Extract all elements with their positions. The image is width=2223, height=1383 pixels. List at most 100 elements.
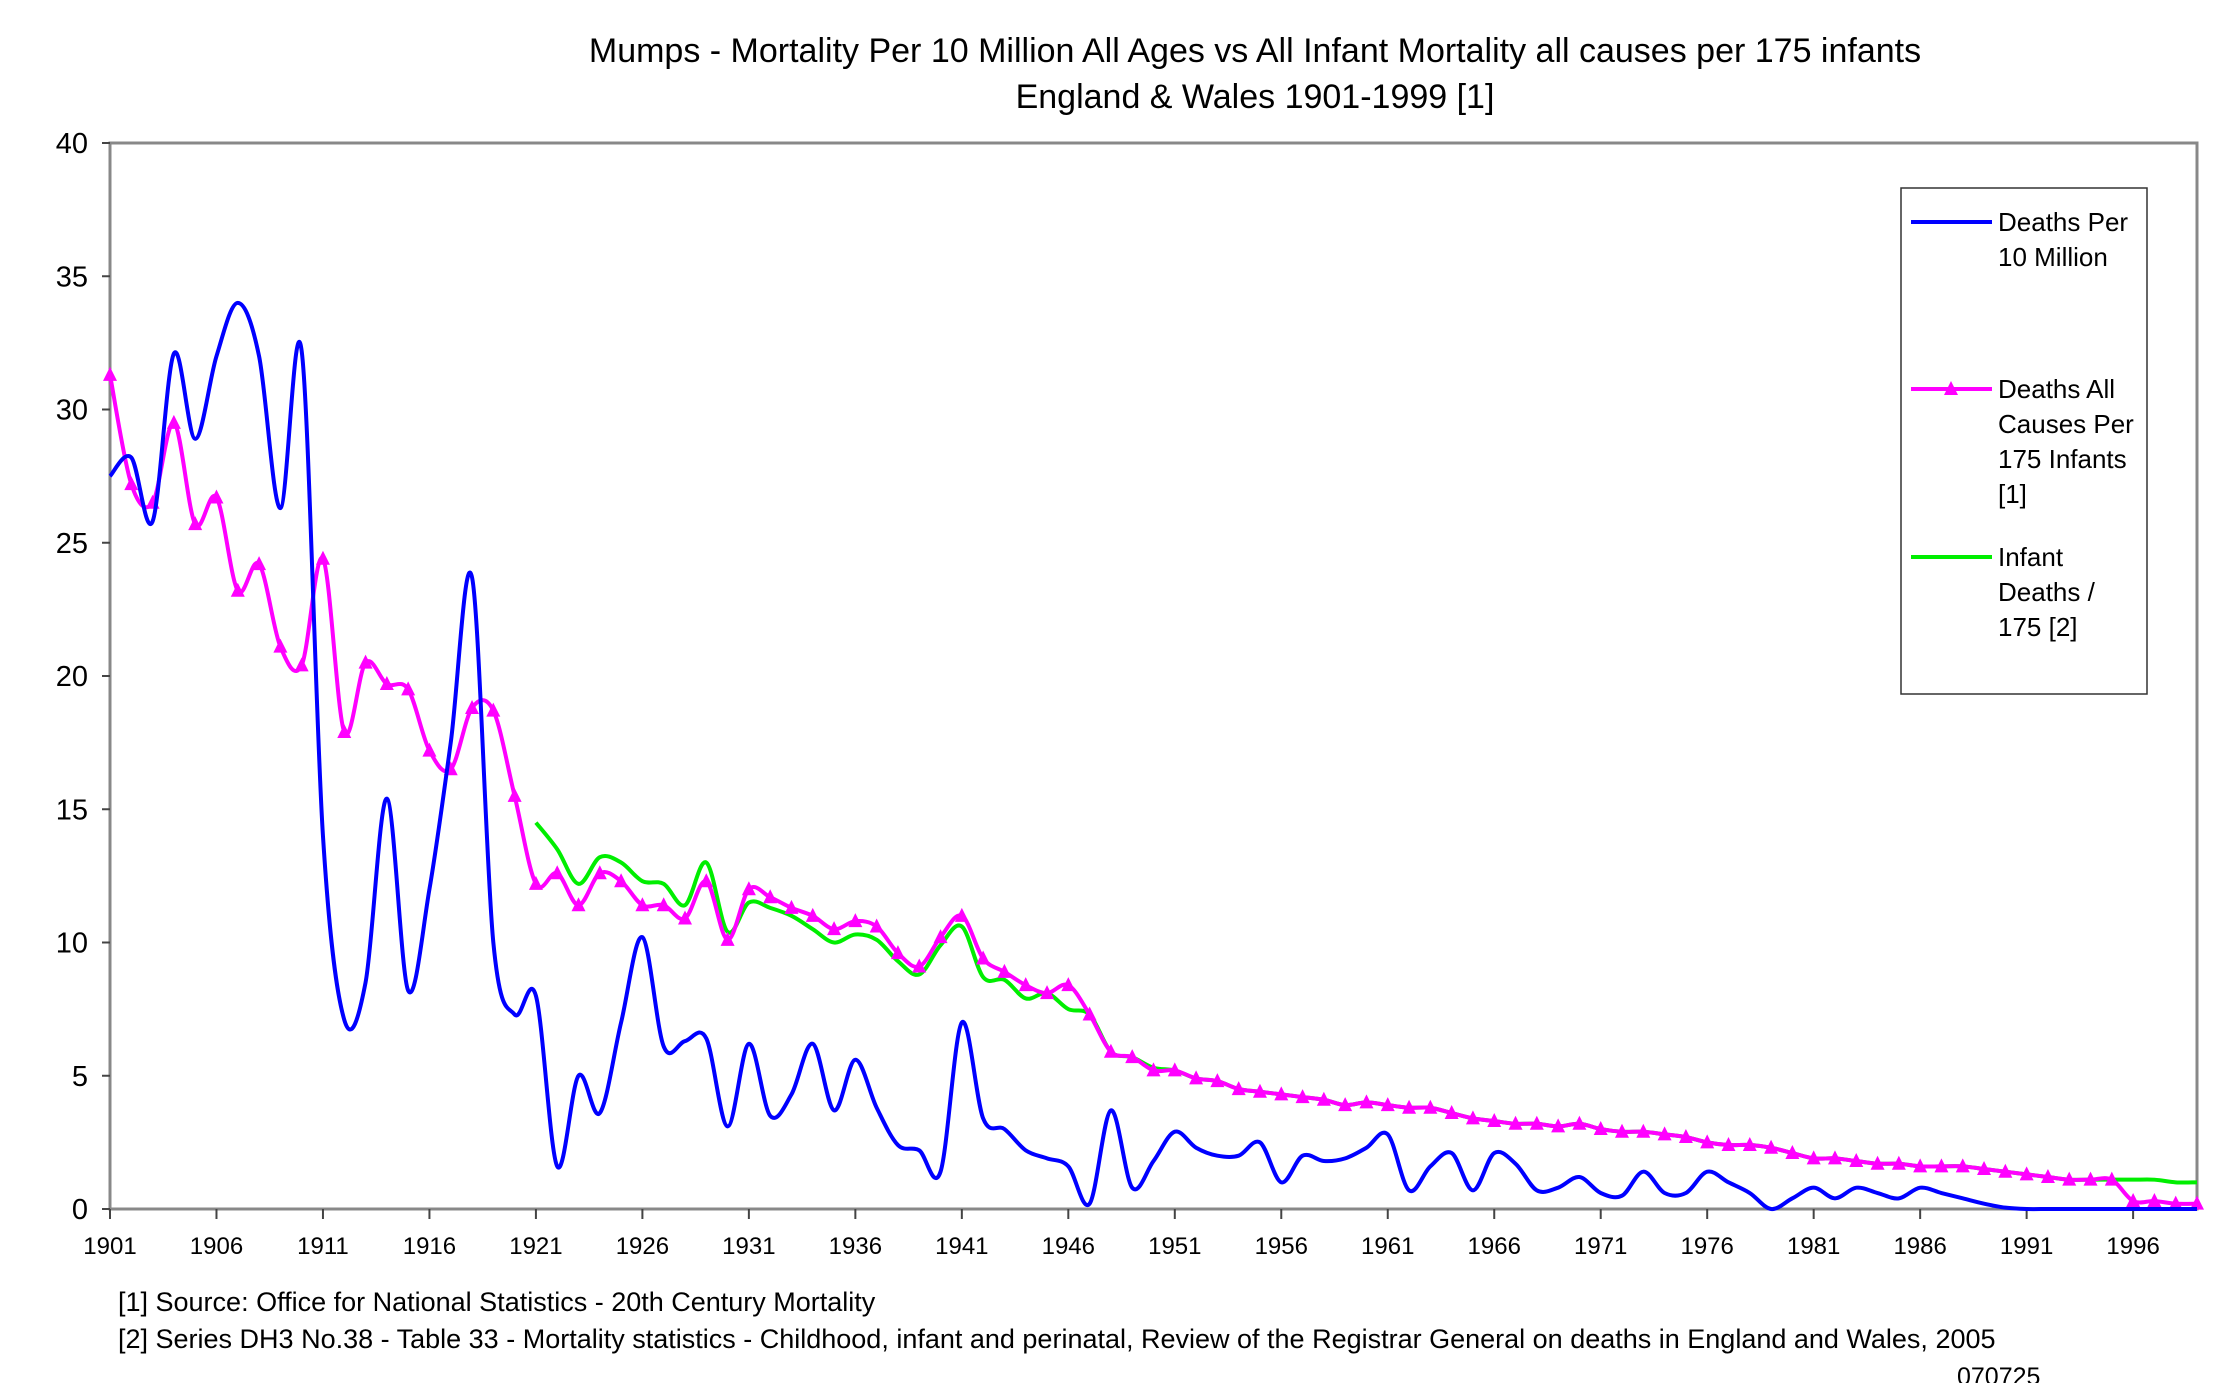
series-2-marker [1444,1105,1459,1120]
series-2-marker [677,910,692,925]
series-2-marker [358,654,373,669]
series-2-marker [1252,1083,1267,1098]
chart-subtitle: England & Wales 1901-1999 [1] [1016,78,1495,116]
series-2-marker [1316,1091,1331,1106]
x-tick-label: 1936 [829,1233,882,1260]
legend-label: Deaths All [1998,374,2115,404]
series-2-marker [1487,1113,1502,1128]
series-2-marker [273,638,288,653]
x-tick-label: 1956 [1255,1233,1308,1260]
series-2-marker [1785,1145,1800,1160]
series-1-line [108,300,2197,1212]
series-2-marker [1721,1137,1736,1152]
y-tick-label: 0 [72,1194,88,1226]
legend-box [1900,187,2148,695]
legend-label: [1] [1998,479,2027,509]
series-2-marker [1615,1123,1630,1138]
series-2-marker [1167,1062,1182,1077]
plot-area [108,141,2199,1211]
series-2-marker [550,865,565,880]
series-2-marker [1529,1115,1544,1130]
x-tick-label: 1941 [935,1233,988,1260]
series-2-marker [252,556,267,571]
series-2-marker [1231,1081,1246,1096]
series-2-marker [465,699,480,714]
series-2-marker [1572,1115,1587,1130]
x-tick-label: 1926 [616,1233,669,1260]
series-2-marker [422,742,437,757]
series-2-marker [209,489,224,504]
series-2-marker [635,897,650,912]
series-2-marker [103,366,117,381]
series-2-marker [1018,977,1033,992]
series-2-marker [528,875,543,890]
series-2-marker [1551,1118,1566,1133]
series-2-marker [1082,1006,1097,1021]
x-tick-label: 1971 [1574,1233,1627,1260]
series-2-marker [1359,1094,1374,1109]
series-2-marker [954,907,969,922]
x-tick-label: 1911 [297,1233,349,1260]
series-2-marker [912,958,927,973]
series-2-marker [784,899,799,914]
x-tick-label: 1961 [1361,1233,1414,1260]
series-2-marker [1849,1153,1864,1168]
series-2-marker [1189,1070,1204,1085]
y-tick-label: 30 [56,395,88,427]
legend-label: Infant [1998,542,2064,572]
x-tick-label: 1916 [403,1233,456,1260]
x-tick-label: 1996 [2106,1233,2159,1260]
series-2-marker [848,913,863,928]
series-2-marker [230,582,245,597]
series-2-marker [1593,1121,1608,1136]
y-tick-label: 10 [56,928,88,960]
legend-label: Deaths Per [1998,207,2128,237]
series-2-marker [1380,1097,1395,1112]
legend-label: 175 [2] [1998,612,2078,642]
series-2-marker [315,550,330,565]
series-2-marker [1913,1158,1928,1173]
series-2-marker [976,950,991,965]
series-2-marker [2062,1171,2077,1186]
series-2-marker [1423,1099,1438,1114]
y-tick-label: 40 [56,128,88,160]
series-2-marker [1146,1062,1161,1077]
series-2-marker [124,476,139,491]
y-tick-label: 25 [56,528,88,560]
series-2-marker [1210,1073,1225,1088]
series-2-marker [1061,977,1076,992]
footnote-1: [1] Source: Office for National Statisti… [118,1287,876,1317]
legend-label: 10 Million [1998,242,2108,272]
series-2-marker [997,963,1012,978]
series-2-marker [337,723,352,738]
x-tick-label: 1981 [1787,1233,1840,1260]
series-2-marker [1934,1158,1949,1173]
series-2-line [108,374,2198,1206]
series-2-marker [1977,1161,1992,1176]
series-2-marker [1040,985,1055,1000]
series-2-marker [2147,1193,2162,1208]
y-tick-label: 5 [72,1061,88,1093]
series-2-marker [507,787,522,802]
series-2-marker [1295,1089,1310,1104]
series-2-marker [1125,1049,1140,1064]
series-2-marker [1806,1150,1821,1165]
series-2-marker [1700,1134,1715,1149]
y-tick-label: 20 [56,661,88,693]
series-2-marker [294,657,309,672]
series-2-marker [933,929,948,944]
series-2-marker [1678,1129,1693,1144]
series-2-marker [805,907,820,922]
series-2-marker [379,675,394,690]
series-2-marker [1827,1150,1842,1165]
x-tick-label: 1951 [1148,1233,1201,1260]
x-tick-label: 1931 [722,1233,775,1260]
series-2-marker [2126,1193,2141,1208]
series-2-marker [2019,1166,2034,1181]
series-2-marker [1402,1099,1417,1114]
x-tick-label: 1966 [1468,1233,1521,1260]
series-2-marker [2190,1195,2204,1210]
y-tick-label: 15 [56,794,88,826]
series-2-marker [1870,1155,1885,1170]
series-2-marker [656,897,671,912]
